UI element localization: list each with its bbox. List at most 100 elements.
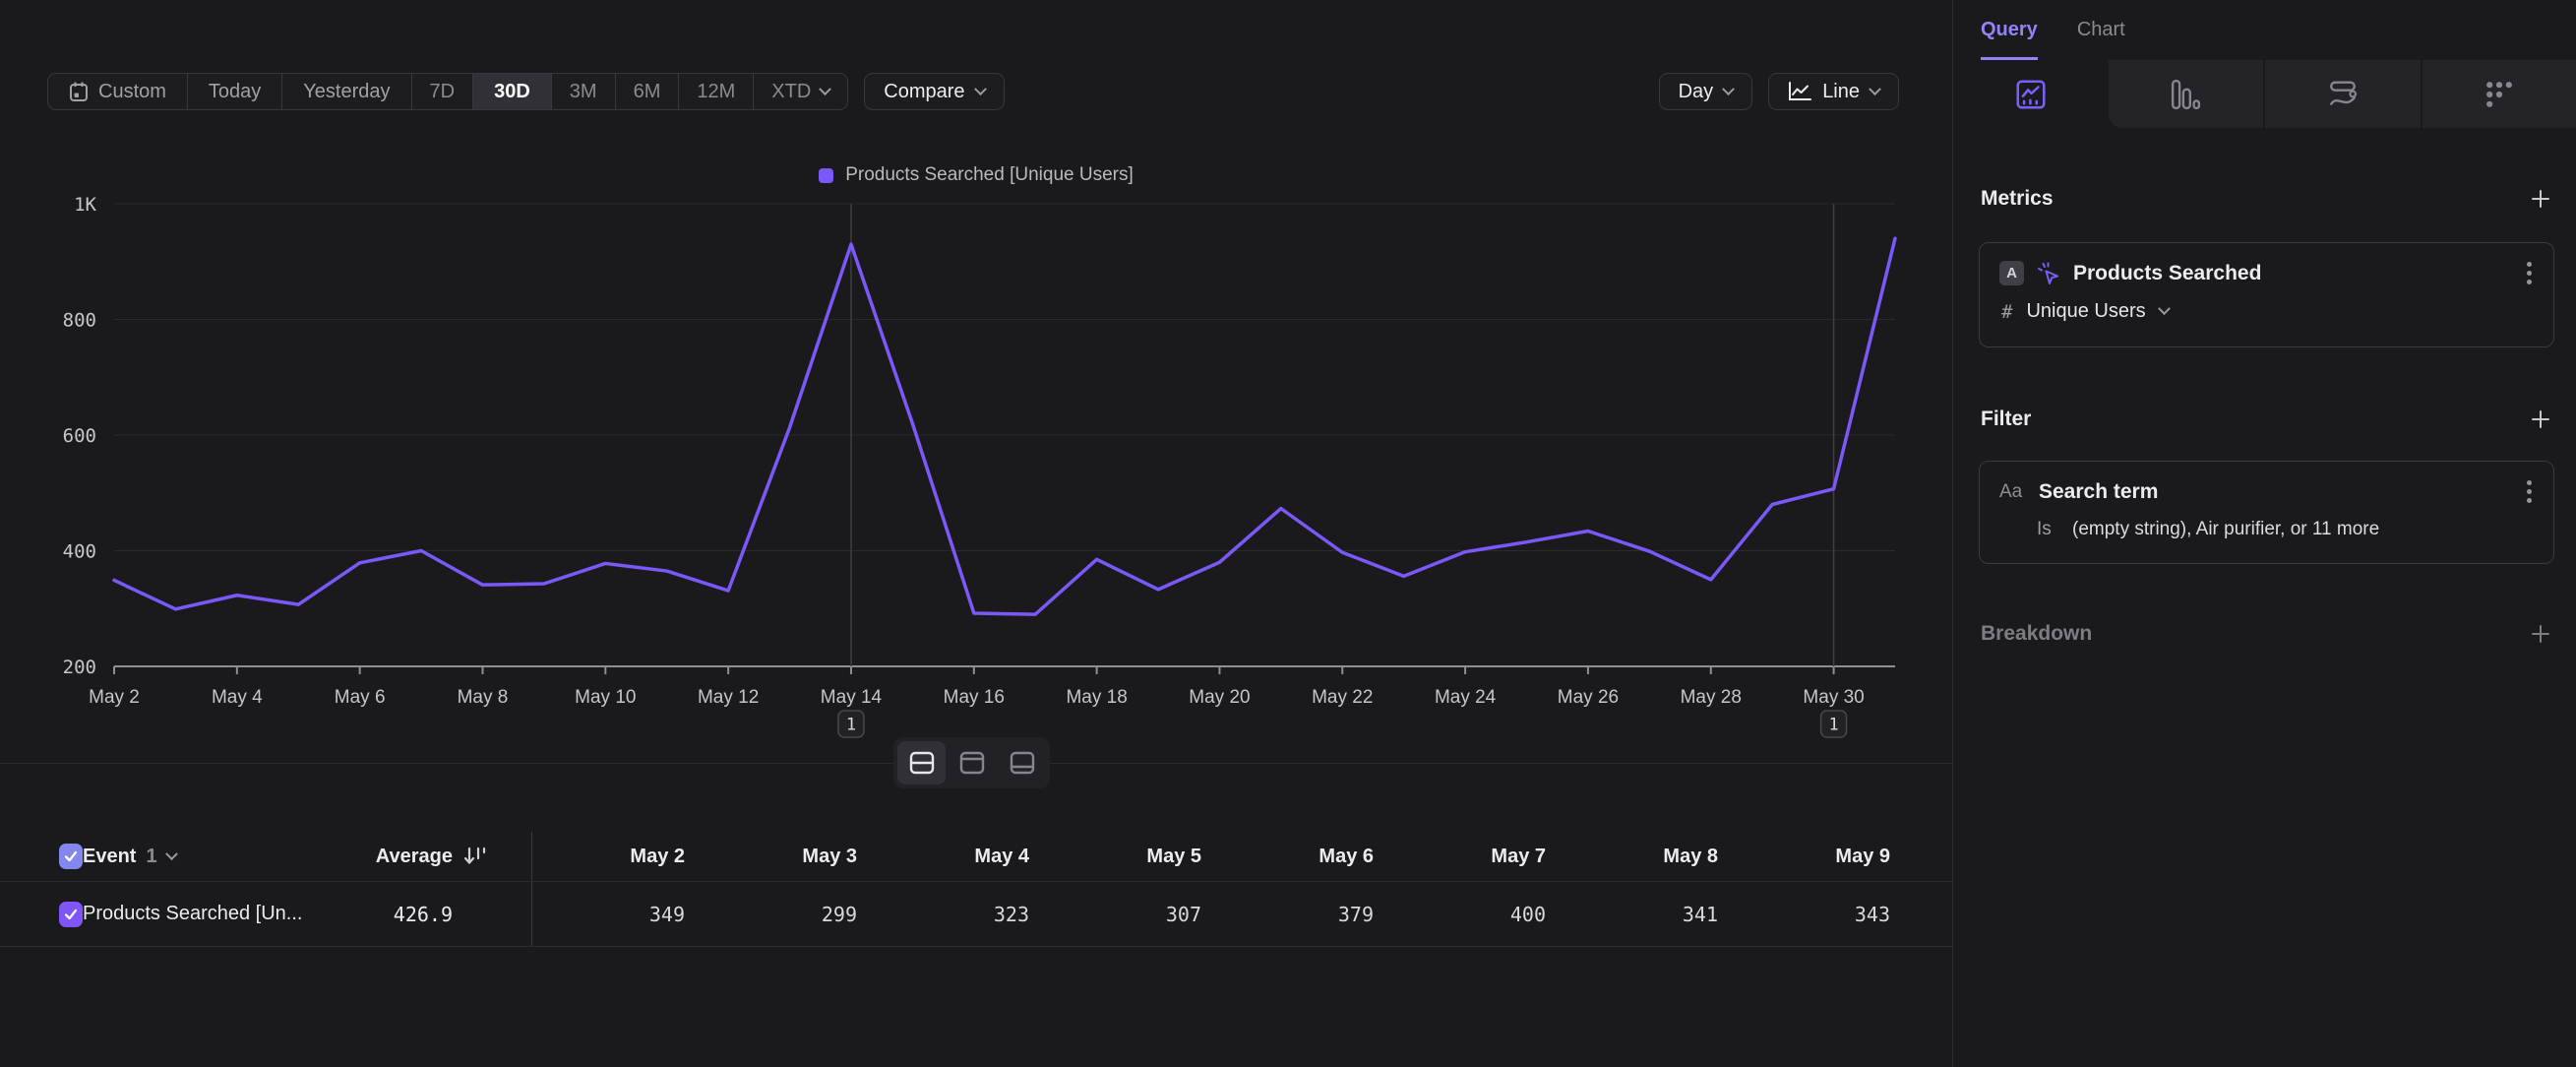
y-axis-tick-label: 800 — [63, 310, 96, 332]
x-axis-tick-label: May 2 — [89, 687, 140, 708]
date-range-6m[interactable]: 6M — [616, 74, 680, 109]
tab-flows[interactable] — [2263, 60, 2421, 128]
date-range-segmented-control: Custom Today Yesterday 7D 30D 3M 6M 12M … — [47, 73, 849, 110]
compare-button[interactable]: Compare — [864, 73, 1005, 110]
metric-card[interactable]: A Products Searched # Unique Users — [1979, 242, 2554, 347]
x-axis-tick-label: May 22 — [1312, 687, 1373, 708]
plus-icon — [2532, 190, 2549, 208]
table-header-row: Event 1 Average May 2 May 3 May 4 May 5 May … — [0, 832, 1952, 882]
tab-insights[interactable] — [1953, 60, 2109, 128]
layout-split-view-button[interactable] — [897, 741, 946, 785]
series-average-value: 426.9 — [393, 902, 453, 926]
layout-toggle-group — [893, 737, 1050, 788]
toolbar-right: Day Line — [1658, 73, 1899, 110]
event-column-header[interactable]: Event 1 — [83, 846, 338, 868]
line-chart[interactable]: 1K 800 600 400 200 May 2 May 4 May 6 May 8 May 10… — [0, 187, 1952, 758]
column-header-date: May 3 — [802, 845, 857, 867]
column-header-date: May 7 — [1491, 845, 1546, 867]
tab-retention[interactable] — [2420, 60, 2576, 128]
insights-chart-icon — [2016, 79, 2046, 109]
column-header-date: May 9 — [1835, 845, 1890, 867]
checkmark-icon — [64, 850, 78, 862]
x-axis-tick-label: May 12 — [698, 687, 759, 708]
plus-icon — [2532, 410, 2549, 428]
series-line[interactable] — [112, 236, 1897, 616]
sort-cell-spacer — [453, 882, 532, 946]
tab-funnels[interactable] — [2108, 60, 2263, 128]
tab-query[interactable]: Query — [1981, 0, 2038, 60]
add-filter-button[interactable] — [2529, 408, 2552, 431]
layout-chart-only-button[interactable] — [948, 741, 996, 785]
x-axis-tick-label: May 18 — [1066, 687, 1127, 708]
date-range-yesterday[interactable]: Yesterday — [282, 74, 412, 109]
funnel-bars-icon — [2172, 79, 2201, 109]
filter-card-main-row: Aa Search term — [1999, 478, 2534, 505]
row-checkbox-cell — [0, 901, 83, 927]
date-range-7d[interactable]: 7D — [412, 74, 474, 109]
column-header-date: May 5 — [1146, 845, 1201, 867]
add-metric-button[interactable] — [2529, 187, 2552, 211]
metric-event-name[interactable]: Products Searched — [2073, 261, 2262, 284]
date-range-xtd[interactable]: XTD — [754, 74, 847, 109]
granularity-dropdown[interactable]: Day — [1658, 73, 1753, 110]
chart-only-icon — [959, 751, 984, 775]
x-axis-tick-label: May 28 — [1681, 687, 1742, 708]
table-row-values: 349 299 323 307 379 400 341 343 — [532, 903, 1910, 926]
filter-more-menu[interactable] — [2525, 478, 2534, 505]
select-all-checkbox[interactable] — [59, 844, 83, 869]
legend-label: Products Searched [Unique Users] — [845, 164, 1134, 185]
y-axis-tick-label: 600 — [63, 425, 96, 447]
annotation-badge[interactable] — [837, 710, 865, 738]
column-header-date: May 4 — [974, 845, 1029, 867]
aggregation-value: Unique Users — [2026, 300, 2146, 322]
table-row: Products Searched [Un... 426.9 349 299 323… — [0, 882, 1952, 947]
chevron-down-icon — [2157, 302, 2171, 316]
annotation-badge[interactable] — [1819, 710, 1848, 738]
date-range-30d[interactable]: 30D — [473, 74, 552, 109]
calendar-icon — [70, 82, 88, 101]
series-checkbox[interactable] — [59, 901, 83, 927]
event-cursor-icon — [2038, 262, 2058, 284]
chevron-down-icon — [973, 82, 987, 95]
main-report-area: Custom Today Yesterday 7D 30D 3M 6M 12M … — [0, 73, 1952, 947]
metric-more-menu[interactable] — [2525, 260, 2534, 286]
plus-icon — [2532, 625, 2549, 643]
report-type-tabs — [1953, 60, 2576, 128]
x-axis-tick-label: May 8 — [458, 687, 509, 708]
table-cell-value: 341 — [1682, 902, 1718, 926]
date-range-today[interactable]: Today — [188, 74, 283, 109]
x-axis-tick-label: May 20 — [1189, 687, 1250, 708]
average-column-header[interactable]: Average — [375, 845, 453, 867]
x-axis-tick-label: May 6 — [335, 687, 386, 708]
line-chart-icon — [1789, 82, 1812, 100]
filter-condition-row[interactable]: Is (empty string), Air purifier, or 11 m… — [1999, 519, 2534, 540]
table-cell-value: 299 — [821, 902, 857, 926]
add-breakdown-button[interactable] — [2529, 622, 2552, 646]
table-cell-value: 379 — [1337, 902, 1374, 926]
flows-icon — [2329, 81, 2357, 105]
annotation-badge-label: 1 — [846, 716, 856, 735]
tab-chart[interactable]: Chart — [2076, 19, 2125, 40]
x-axis-tick-label: May 10 — [575, 687, 636, 708]
filter-property-name[interactable]: Search term — [2039, 479, 2159, 503]
date-range-3m[interactable]: 3M — [552, 74, 616, 109]
chart-type-dropdown[interactable]: Line — [1768, 73, 1899, 110]
metric-aggregation-row[interactable]: # Unique Users — [1999, 300, 2534, 323]
column-header-date: May 2 — [630, 845, 685, 867]
metric-letter-badge: A — [1999, 261, 2024, 285]
header-checkbox-cell — [0, 844, 83, 869]
date-range-12m[interactable]: 12M — [679, 74, 755, 109]
filter-section-heading: Filter — [1981, 408, 2552, 431]
event-count: 1 — [146, 845, 157, 867]
retention-dots-icon — [2486, 81, 2513, 107]
date-range-custom[interactable]: Custom — [48, 74, 188, 109]
filter-card[interactable]: Aa Search term Is (empty string), Air pu… — [1979, 461, 2554, 564]
filter-values: (empty string), Air purifier, or 11 more — [2072, 519, 2380, 539]
column-header-date: May 8 — [1663, 845, 1718, 867]
layout-table-only-button[interactable] — [998, 741, 1046, 785]
date-range-label: Custom — [98, 80, 166, 102]
sort-descending-icon[interactable] — [462, 845, 488, 868]
series-name[interactable]: Products Searched [Un... — [83, 903, 303, 924]
chevron-down-icon — [819, 82, 832, 95]
y-axis-tick-label: 400 — [63, 541, 96, 563]
